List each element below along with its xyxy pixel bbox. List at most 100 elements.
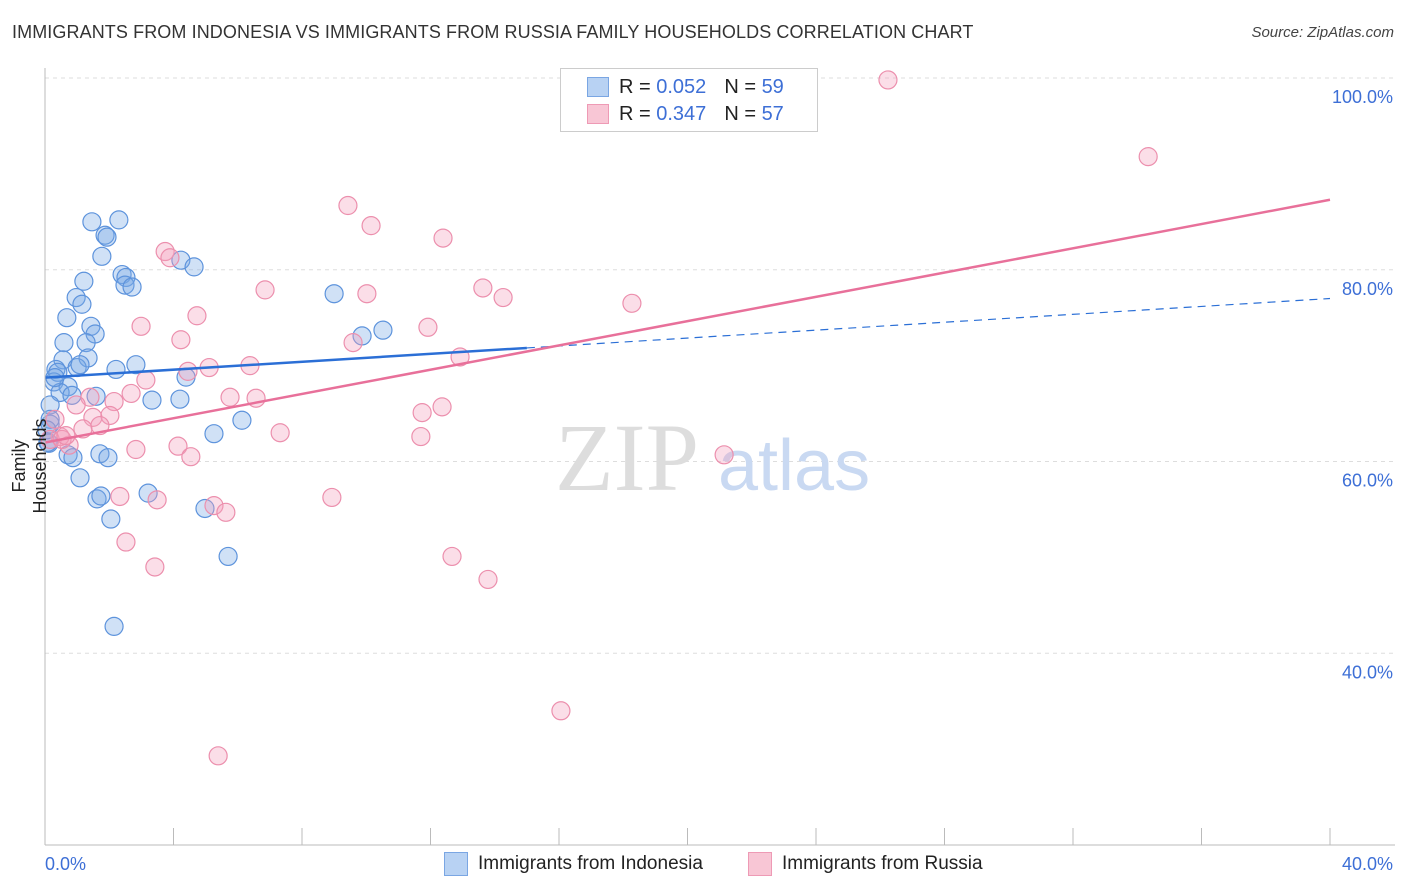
russia-point [45,409,65,429]
y-axis-title: Family Households [9,418,50,514]
indonesia-point [57,308,77,328]
chart-title: IMMIGRANTS FROM INDONESIA VS IMMIGRANTS … [12,22,974,42]
russia-point [121,383,141,404]
russia-point [357,284,377,304]
russia-point [116,532,136,552]
legend-label: Immigrants from Indonesia [478,853,703,874]
russia-point [208,746,228,766]
y-tick-label: 80.0% [1342,279,1393,299]
russia-point [270,423,290,443]
russia-point [160,248,180,268]
r-label: R = [619,75,651,98]
russia-point [126,439,146,460]
indonesia-point [97,227,117,247]
russia-point [204,496,224,516]
russia-point [418,317,438,337]
russia-point [473,278,493,298]
indonesia-point [98,448,118,468]
indonesia-point [54,333,74,353]
r-value: 0.347 [656,102,707,125]
indonesia-point [218,546,238,567]
indonesia-point [204,424,224,444]
russia-point [56,426,76,446]
n-value: 59 [761,75,784,98]
indonesia-point [50,382,70,403]
indonesia-point [122,277,142,297]
russia-point [338,195,358,216]
indonesia-point [184,257,204,277]
russia-point [442,546,462,567]
indonesia-point [106,359,126,380]
legend-item-russia: Immigrants from Russia [748,852,983,876]
russia-point [181,447,201,467]
indonesia-trend-line [44,346,527,379]
n-label: N = [724,102,756,125]
n-label: N = [724,75,756,98]
russia-point [493,287,513,308]
source-label: Source: ZipAtlas.com [1251,24,1394,41]
russia-point [100,405,120,426]
indonesia-point [76,333,96,353]
russia-point [714,445,734,465]
indonesia-point [70,468,90,488]
indonesia-point [324,284,344,304]
legend-row-indonesia: R = 0.052 N = 59 [587,75,784,99]
indonesia-point [170,389,190,409]
indonesia-point [116,267,136,288]
russia-point [131,316,151,336]
russia-point [171,330,191,350]
legend-label: Immigrants from Russia [782,853,983,874]
indonesia-point [232,410,252,430]
y-tick-label: 40.0% [1342,662,1393,682]
russia-swatch [748,852,772,876]
russia-point [110,486,130,507]
russia-point [478,569,498,590]
russia-point [322,487,342,508]
watermark: ZIP [555,404,699,511]
russia-point [178,361,198,381]
indonesia-point [142,390,162,410]
russia-point [412,403,432,423]
russia-point [411,426,431,447]
indonesia-point [104,616,124,637]
indonesia-trend-line-dashed [526,297,1331,349]
legend-row-russia: R = 0.347 N = 57 [587,102,784,126]
russia-point [168,436,188,456]
indonesia-point [72,294,92,314]
russia-point [136,370,156,390]
indonesia-point [63,448,83,468]
n-value: 57 [761,102,784,125]
russia-point [1138,147,1158,167]
russia-point [343,333,363,353]
x-tick-label: 0.0% [45,854,86,874]
russia-point [147,490,167,510]
indonesia-point [46,359,66,380]
indonesia-swatch [444,852,468,876]
r-value: 0.052 [656,75,707,98]
indonesia-point [373,320,393,340]
russia-point [432,397,452,417]
x-tick-label: 40.0% [1342,854,1393,874]
russia-point [145,557,165,577]
russia-point [187,306,207,326]
russia-point [622,293,642,313]
russia-point [66,395,86,415]
legend-item-indonesia: Immigrants from Indonesia [444,852,703,876]
russia-point [361,216,381,236]
indonesia-point [101,509,121,529]
russia-point [433,228,453,248]
indonesia-point [70,355,90,375]
y-tick-label: 100.0% [1332,87,1393,107]
russia-point [255,280,275,300]
indonesia-point [78,348,98,368]
y-tick-label: 60.0% [1342,471,1393,491]
russia-point [216,502,236,522]
russia-point [878,70,898,90]
russia-point [551,701,571,721]
russia-point [220,387,240,407]
indonesia-point [86,386,106,406]
indonesia-point [92,246,112,266]
indonesia-point [126,355,146,375]
russia-trend-line [44,198,1331,444]
